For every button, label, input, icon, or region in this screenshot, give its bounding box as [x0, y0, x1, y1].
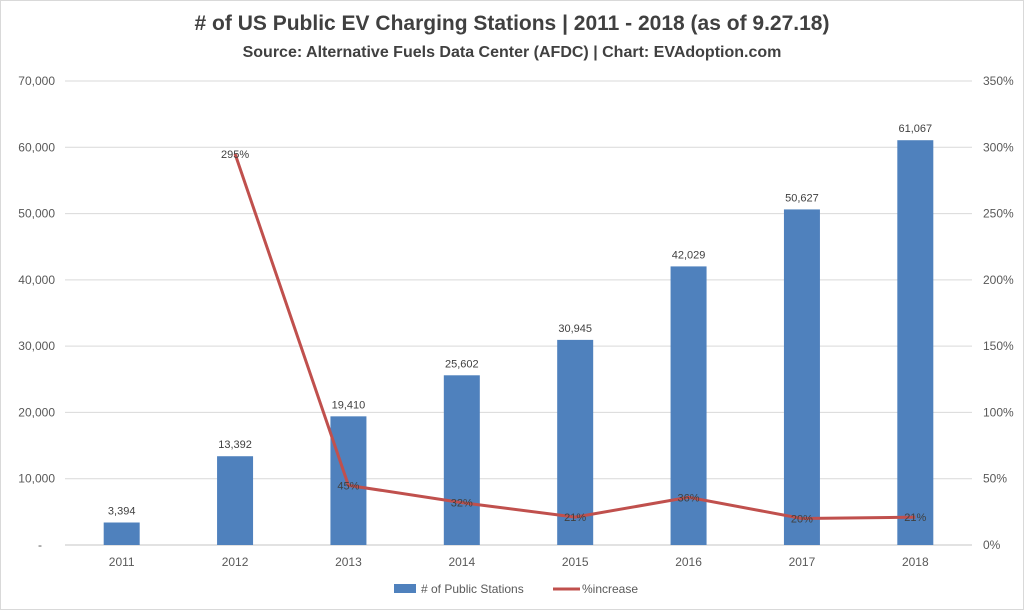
right-tick-label: 0%	[983, 538, 1001, 552]
x-tick-label: 2017	[789, 555, 816, 569]
right-tick-label: 350%	[983, 74, 1014, 88]
right-tick-label: 50%	[983, 472, 1007, 486]
bar-data-label: 13,392	[218, 439, 252, 451]
x-tick-label: 2012	[222, 555, 249, 569]
bar	[217, 456, 254, 545]
line-series	[233, 153, 916, 520]
left-tick-label: 40,000	[18, 273, 55, 287]
right-tick-label: 200%	[983, 273, 1014, 287]
legend-label: # of Public Stations	[421, 582, 524, 596]
x-tick-label: 2011	[109, 555, 135, 569]
bar-data-label: 42,029	[672, 249, 706, 261]
line-data-label: 21%	[564, 512, 586, 524]
line-data-label: 36%	[678, 492, 700, 504]
bar	[443, 375, 480, 545]
chart-title: # of US Public EV Charging Stations | 20…	[194, 12, 830, 35]
bar	[330, 416, 367, 545]
bar	[897, 140, 934, 546]
bar-data-label: 19,410	[332, 399, 366, 411]
legend-bar-swatch	[394, 584, 416, 593]
line-data-label: 20%	[791, 513, 813, 525]
left-tick-label: 20,000	[18, 405, 55, 419]
left-tick-label: 70,000	[18, 74, 55, 88]
x-tick-label: 2015	[562, 555, 589, 569]
left-tick-label: 10,000	[18, 472, 55, 486]
bar-data-label: 25,602	[445, 358, 479, 370]
left-tick-label: 60,000	[18, 140, 55, 154]
chart-subtitle: Source: Alternative Fuels Data Center (A…	[242, 44, 782, 61]
x-tick-label: 2016	[675, 555, 702, 569]
right-tick-label: 250%	[983, 207, 1014, 221]
line-data-label: 21%	[904, 512, 926, 524]
line-data-label: 295%	[221, 149, 249, 161]
legend-label: %increase	[582, 582, 638, 596]
x-tick-label: 2014	[448, 555, 475, 569]
left-tick-label: -	[38, 538, 42, 552]
left-tick-label: 50,000	[18, 207, 55, 221]
bar-data-label: 30,945	[558, 323, 592, 335]
bar-data-label: 3,394	[108, 506, 136, 518]
right-tick-label: 100%	[983, 405, 1014, 419]
line-data-label: 45%	[337, 480, 359, 492]
right-tick-label: 300%	[983, 140, 1014, 154]
bar-data-label: 61,067	[898, 123, 932, 135]
bar	[103, 522, 140, 545]
bar-data-label: 50,627	[785, 192, 819, 204]
line-data-label: 32%	[451, 498, 473, 510]
x-tick-label: 2013	[335, 555, 362, 569]
bar	[783, 209, 820, 545]
bar	[557, 339, 594, 545]
left-tick-label: 30,000	[18, 339, 55, 353]
right-tick-label: 150%	[983, 339, 1014, 353]
x-tick-label: 2018	[902, 555, 929, 569]
